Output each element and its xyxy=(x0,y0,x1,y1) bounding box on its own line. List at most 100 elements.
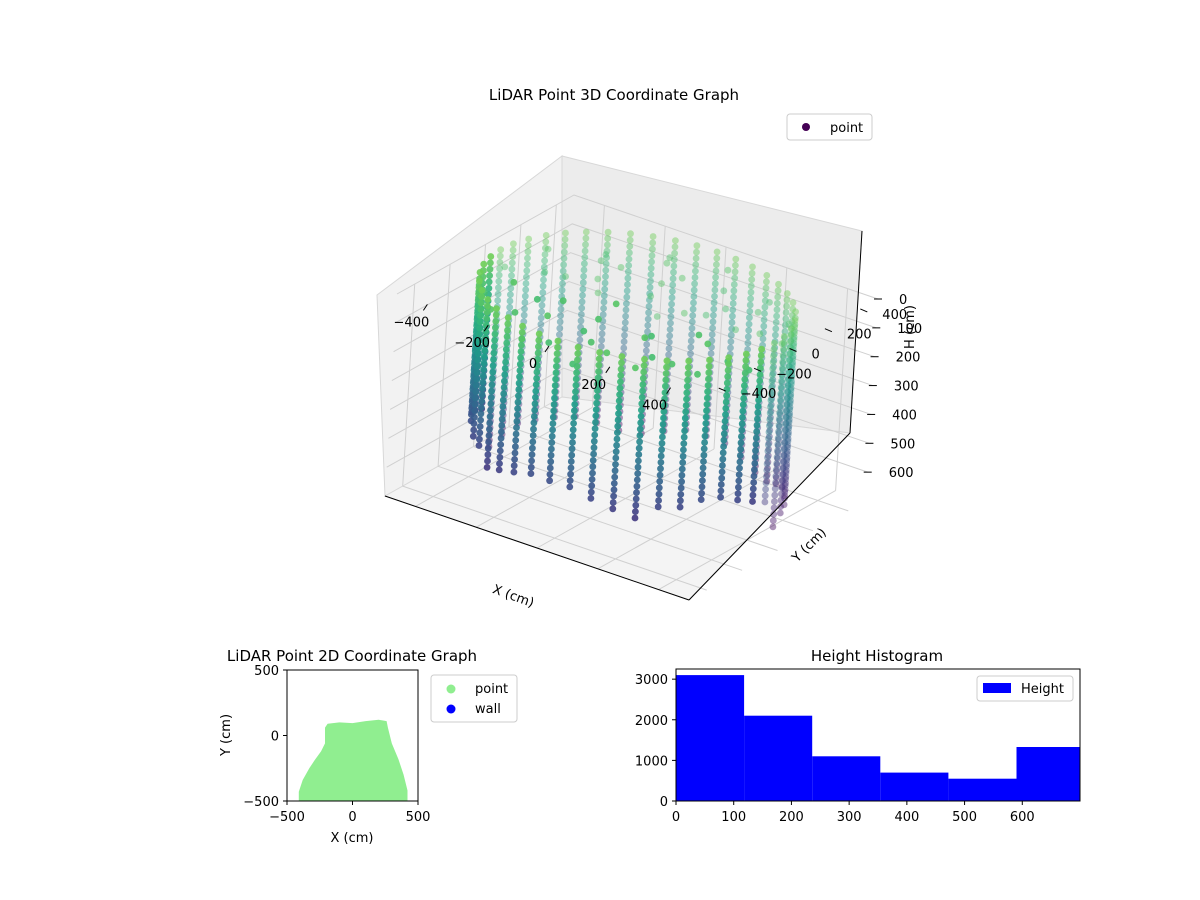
point-3d xyxy=(668,360,676,368)
point-3d xyxy=(498,428,505,436)
point-3d xyxy=(534,355,542,363)
x-tick-label-3d: −400 xyxy=(394,315,430,330)
point-3d xyxy=(669,275,677,283)
y-tick-label-3d: 200 xyxy=(847,328,872,343)
point-3d xyxy=(786,403,794,411)
point-3d xyxy=(649,239,657,247)
point-3d xyxy=(772,472,780,480)
point-3d xyxy=(551,394,558,402)
point-3d xyxy=(487,394,495,401)
point-3d xyxy=(766,299,773,306)
point-3d xyxy=(486,425,493,433)
point-3d xyxy=(539,289,547,296)
point-3d xyxy=(514,405,521,412)
point-3d xyxy=(625,262,633,269)
point-3d xyxy=(705,375,712,383)
point-3d xyxy=(785,375,792,383)
point-3d xyxy=(626,243,634,250)
point-3d xyxy=(699,477,706,484)
point-3d xyxy=(763,477,771,485)
point-3d xyxy=(781,433,789,441)
point-3d xyxy=(667,319,674,327)
point-3d xyxy=(612,448,620,456)
point-3d xyxy=(792,308,799,316)
point-3d xyxy=(573,369,580,377)
point-3d xyxy=(579,292,586,299)
point-3d xyxy=(711,280,719,288)
point-3d xyxy=(511,456,518,463)
point-3d xyxy=(722,405,730,412)
point-3d xyxy=(764,441,772,449)
point-3d xyxy=(731,274,739,282)
point-3d xyxy=(590,444,598,452)
point-3d xyxy=(508,259,516,267)
point-3d xyxy=(476,269,484,276)
point-3d xyxy=(539,282,547,290)
point-3d xyxy=(669,288,676,295)
point-3d xyxy=(503,339,511,347)
point-3d xyxy=(541,251,549,258)
point-3d xyxy=(639,387,646,395)
grid-line-y-floor xyxy=(473,446,778,551)
point-3d xyxy=(556,318,564,326)
point-3d xyxy=(730,287,738,295)
point-3d xyxy=(784,394,791,402)
point-3d xyxy=(772,466,780,474)
point-3d xyxy=(475,344,482,351)
point-3d xyxy=(544,312,551,320)
point-3d xyxy=(482,327,490,335)
point-3d xyxy=(774,293,782,301)
point-3d xyxy=(775,280,782,288)
point-3d xyxy=(782,467,790,474)
point-3d xyxy=(770,339,778,347)
point-3d xyxy=(732,262,739,269)
point-3d xyxy=(573,362,581,370)
point-3d xyxy=(763,272,771,279)
point-3d xyxy=(787,331,795,338)
point-3d xyxy=(580,266,588,274)
point-3d xyxy=(551,388,559,396)
point-3d xyxy=(633,482,641,490)
point-3d xyxy=(761,297,769,305)
point-3d xyxy=(703,401,711,408)
point-3d xyxy=(786,410,793,417)
point-3d xyxy=(765,428,773,436)
point-3d xyxy=(723,379,731,387)
point-3d xyxy=(626,249,633,257)
point-3d xyxy=(781,486,789,493)
point-3d xyxy=(620,338,628,345)
point-3d xyxy=(782,419,790,427)
point-3d xyxy=(473,369,481,377)
point-3d xyxy=(707,350,715,357)
point-3d xyxy=(767,397,775,404)
point-3d xyxy=(489,368,497,376)
point-3d xyxy=(786,399,794,407)
point-3d xyxy=(791,321,799,328)
point-3d xyxy=(496,447,504,455)
point-3d xyxy=(574,343,582,351)
point-3d xyxy=(787,390,795,398)
point-3d xyxy=(587,338,595,346)
point-3d xyxy=(578,298,586,306)
point-3d xyxy=(763,460,771,468)
point-3d xyxy=(486,265,494,273)
point-3d xyxy=(512,443,519,451)
point-3d xyxy=(761,310,768,317)
point-3d xyxy=(610,486,618,494)
point-3d xyxy=(761,498,769,506)
point-3d xyxy=(760,316,768,324)
point-3d xyxy=(769,376,777,383)
y-tick-label-3d: −200 xyxy=(776,367,812,382)
point-3d xyxy=(784,444,791,451)
point-3d xyxy=(785,429,792,436)
point-3d xyxy=(550,407,558,415)
point-3d xyxy=(765,446,773,453)
point-3d xyxy=(660,408,668,415)
point-3d xyxy=(572,381,580,389)
point-3d xyxy=(542,244,549,252)
point-3d xyxy=(769,517,777,524)
histogram-frame xyxy=(675,668,1081,802)
x-tick-label-3d: 200 xyxy=(581,378,606,393)
point-3d xyxy=(699,464,707,472)
point-3d xyxy=(603,349,611,357)
